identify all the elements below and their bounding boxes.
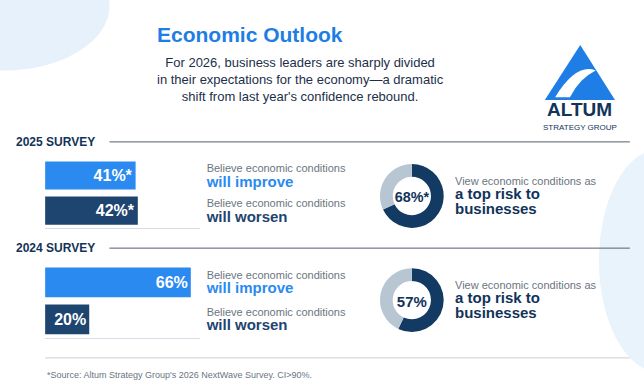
svg-text:View economic conditions asa t: View economic conditions asa top risk to… xyxy=(455,175,597,217)
svg-text:Believe economic conditionswil: Believe economic conditionswill improve xyxy=(206,162,346,189)
svg-text:42%*: 42%* xyxy=(96,202,135,219)
svg-text:66%: 66% xyxy=(156,274,188,291)
svg-text:*Source: Altum Strategy Group': *Source: Altum Strategy Group's 2026 Nex… xyxy=(47,370,312,380)
svg-text:STRATEGY GROUP: STRATEGY GROUP xyxy=(543,123,617,132)
svg-text:2024 SURVEY: 2024 SURVEY xyxy=(16,241,95,255)
svg-text:For 2026, business leaders are: For 2026, business leaders are sharply d… xyxy=(157,55,444,104)
svg-text:57%: 57% xyxy=(397,293,427,310)
svg-text:Economic Outlook: Economic Outlook xyxy=(157,23,343,46)
svg-text:68%*: 68%* xyxy=(395,189,430,205)
svg-text:ALTUM: ALTUM xyxy=(547,99,612,120)
svg-text:2025 SURVEY: 2025 SURVEY xyxy=(16,135,95,149)
svg-text:20%: 20% xyxy=(54,311,86,328)
svg-text:Believe economic conditionswil: Believe economic conditionswill worsen xyxy=(206,306,346,333)
svg-text:Believe economic conditionswil: Believe economic conditionswill worsen xyxy=(206,197,346,224)
svg-text:Believe economic conditionswil: Believe economic conditionswill improve xyxy=(206,269,346,296)
svg-text:View economic conditions asa t: View economic conditions asa top risk to… xyxy=(455,279,597,321)
svg-text:41%*: 41%* xyxy=(94,167,133,184)
